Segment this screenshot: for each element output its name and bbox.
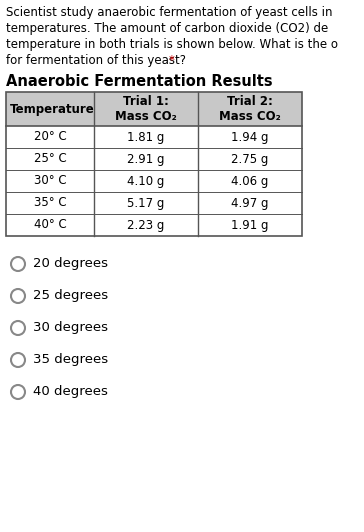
- Text: 1.81 g: 1.81 g: [127, 130, 165, 144]
- Bar: [6, 92, 302, 126]
- Text: *: *: [169, 54, 175, 67]
- Text: 1.91 g: 1.91 g: [231, 219, 269, 231]
- Text: 4.97 g: 4.97 g: [231, 196, 269, 210]
- Text: 35 degrees: 35 degrees: [33, 353, 108, 367]
- Text: temperature in both trials is shown below. What is the o: temperature in both trials is shown belo…: [6, 38, 338, 51]
- Text: 2.75 g: 2.75 g: [231, 153, 269, 165]
- Bar: [6, 170, 302, 192]
- Text: 20 degrees: 20 degrees: [33, 257, 108, 270]
- Text: 25° C: 25° C: [33, 153, 66, 165]
- Text: 30° C: 30° C: [34, 174, 66, 187]
- Bar: [6, 92, 302, 236]
- Text: for fermentation of this yeast?: for fermentation of this yeast?: [6, 54, 190, 67]
- Text: Temperature: Temperature: [10, 103, 95, 115]
- Text: 2.23 g: 2.23 g: [127, 219, 165, 231]
- Text: 5.17 g: 5.17 g: [127, 196, 165, 210]
- Text: 4.06 g: 4.06 g: [231, 174, 269, 187]
- Text: Scientist study anaerobic fermentation of yeast cells in: Scientist study anaerobic fermentation o…: [6, 6, 332, 19]
- Text: 30 degrees: 30 degrees: [33, 321, 108, 335]
- Text: Trial 2:
Mass CO₂: Trial 2: Mass CO₂: [219, 95, 281, 123]
- Text: Anaerobic Fermentation Results: Anaerobic Fermentation Results: [6, 74, 273, 89]
- Text: 1.94 g: 1.94 g: [231, 130, 269, 144]
- Text: 40 degrees: 40 degrees: [33, 386, 108, 398]
- Bar: [6, 214, 302, 236]
- Text: 35° C: 35° C: [34, 196, 66, 210]
- Text: temperatures. The amount of carbon dioxide (CO2) de: temperatures. The amount of carbon dioxi…: [6, 22, 328, 35]
- Text: 4.10 g: 4.10 g: [127, 174, 165, 187]
- Text: 2.91 g: 2.91 g: [127, 153, 165, 165]
- Bar: [6, 148, 302, 170]
- Text: Trial 1:
Mass CO₂: Trial 1: Mass CO₂: [115, 95, 177, 123]
- Text: 25 degrees: 25 degrees: [33, 289, 108, 303]
- Text: 20° C: 20° C: [33, 130, 66, 144]
- Text: 40° C: 40° C: [33, 219, 66, 231]
- Bar: [6, 126, 302, 148]
- Bar: [6, 192, 302, 214]
